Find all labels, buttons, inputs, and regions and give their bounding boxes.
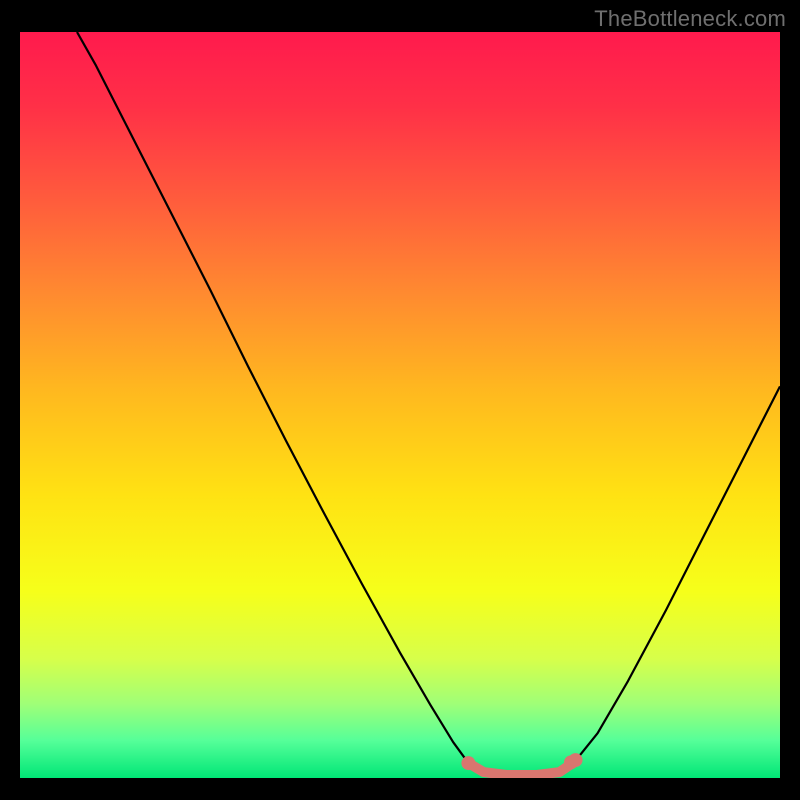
highlight-dot <box>461 756 475 770</box>
highlight-dot <box>569 753 583 767</box>
bottleneck-curve <box>77 32 780 775</box>
plot-frame <box>20 32 780 778</box>
plot-svg <box>20 32 780 778</box>
image-root: TheBottleneck.com <box>0 0 800 800</box>
highlight-segment <box>468 762 574 775</box>
watermark-text: TheBottleneck.com <box>594 6 786 32</box>
